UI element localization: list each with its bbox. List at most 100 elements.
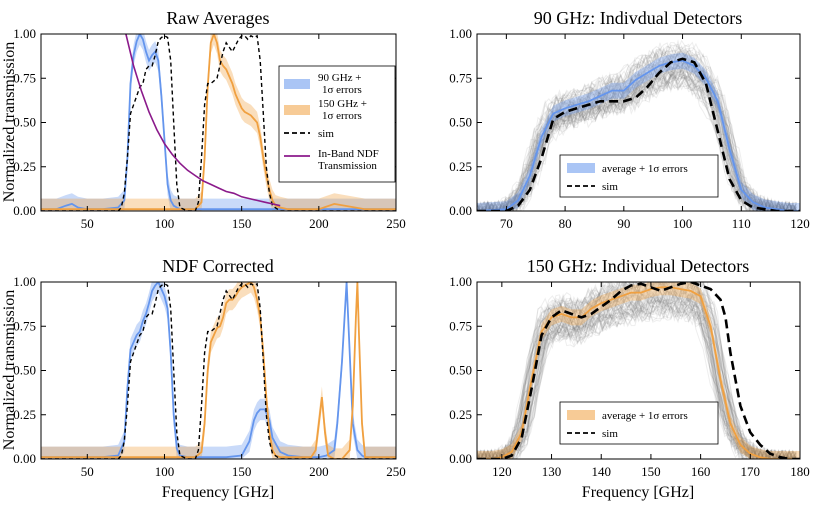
detector-trace xyxy=(477,75,797,211)
error-band xyxy=(477,52,800,211)
legend-label-90-line2: 1σ errors xyxy=(322,84,362,96)
y-axis-label: Normalized transmission xyxy=(1,42,18,202)
detector-trace xyxy=(477,47,797,211)
axis-ticks: 120 130 140 150 160 170 180 0.00 0.25 0.50 0.75 1.0… xyxy=(449,274,810,479)
detector-trace xyxy=(477,42,797,211)
detector-trace xyxy=(477,61,797,211)
legend: average + 1σ errors sim xyxy=(559,401,719,445)
detector-trace xyxy=(477,62,797,211)
detector-trace xyxy=(477,52,797,211)
detector-trace xyxy=(477,300,797,459)
detector-trace xyxy=(477,287,797,459)
axis-ticks: 50 100 150 200 250 0.00 0.25 0.50 0.75 1.00 xyxy=(13,274,406,479)
detector-trace xyxy=(477,284,797,459)
detector-trace xyxy=(477,282,797,459)
series-line xyxy=(477,59,800,211)
detector-trace xyxy=(477,75,797,211)
legend-frame xyxy=(559,154,719,198)
x-tick-label: 150 xyxy=(232,464,252,479)
detector-trace xyxy=(477,48,797,211)
detector-trace xyxy=(477,62,797,211)
y-tick-label: 0.75 xyxy=(13,318,36,333)
error-bands xyxy=(477,52,800,211)
detector-trace xyxy=(477,70,797,211)
error-band xyxy=(41,282,396,459)
detector-trace xyxy=(477,55,797,211)
y-tick-label: 0.00 xyxy=(13,203,36,218)
chart-title: 150 GHz: Individual Detectors xyxy=(527,256,749,276)
detector-trace xyxy=(477,46,797,211)
plot-frame xyxy=(40,281,397,460)
y-tick-label: 0.25 xyxy=(13,407,36,422)
detector-trace xyxy=(477,49,797,211)
detector-trace xyxy=(477,63,797,211)
series-lines xyxy=(477,57,800,211)
x-tick-label: 90 xyxy=(617,216,630,231)
legend-label-ndf-line1: In-Band NDF xyxy=(318,148,379,160)
x-tick-label: 120 xyxy=(790,216,810,231)
detector-trace xyxy=(477,292,797,459)
detector-trace xyxy=(477,282,797,459)
detector-trace xyxy=(477,39,797,211)
detector-trace xyxy=(477,294,797,459)
detector-trace xyxy=(477,53,797,211)
x-tick-label: 200 xyxy=(309,216,329,231)
series-lines xyxy=(41,34,396,211)
detector-trace xyxy=(477,67,797,211)
detector-trace xyxy=(477,289,797,459)
detector-trace xyxy=(477,70,797,211)
detector-trace xyxy=(477,74,797,211)
legend-frame xyxy=(559,401,719,445)
legend-label-avg: average + 1σ errors xyxy=(602,163,688,175)
detector-trace xyxy=(477,60,797,211)
detector-trace xyxy=(477,72,797,211)
detector-trace xyxy=(477,71,797,211)
detector-trace xyxy=(477,295,797,459)
y-tick-label: 1.00 xyxy=(449,26,472,41)
detector-trace xyxy=(477,53,797,211)
detector-trace xyxy=(477,300,797,459)
x-tick-label: 100 xyxy=(155,464,175,479)
y-tick-label: 1.00 xyxy=(13,274,36,289)
detector-trace xyxy=(477,282,797,459)
detector-trace xyxy=(477,299,797,459)
series-line xyxy=(477,57,800,211)
detector-trace xyxy=(477,282,797,459)
legend-label-sim: sim xyxy=(602,181,618,193)
detector-trace xyxy=(477,297,797,459)
detector-trace xyxy=(477,41,797,211)
detector-trace xyxy=(477,282,797,459)
detector-trace xyxy=(477,60,797,211)
x-tick-label: 70 xyxy=(500,216,513,231)
detector-trace xyxy=(477,76,797,211)
legend-label-150-line1: 150 GHz + xyxy=(318,98,367,110)
x-axis-label: Frequency [GHz] xyxy=(162,484,274,501)
detector-trace xyxy=(477,301,797,459)
x-tick-label: 80 xyxy=(559,216,572,231)
series-line xyxy=(125,34,281,207)
detector-trace xyxy=(477,292,797,459)
detector-trace xyxy=(477,54,797,211)
y-tick-label: 0.00 xyxy=(449,451,472,466)
y-tick-label: 0.75 xyxy=(449,318,472,333)
detector-trace xyxy=(477,74,797,211)
detector-trace xyxy=(477,296,797,459)
legend: 90 GHz + 1σ errors 150 GHz + 1σ errors s… xyxy=(278,65,396,183)
detector-trace xyxy=(477,290,797,459)
detector-trace xyxy=(477,282,797,459)
y-tick-label: 1.00 xyxy=(13,26,36,41)
axis-ticks: 70 80 90 100 110 120 0.00 0.25 0.50 0.75 1.00 xyxy=(449,26,810,231)
panel-raw-averages: Raw Averages 50 100 150 200 250 0.00 0.25 0.50 0… xyxy=(1,8,406,231)
detector-trace xyxy=(477,54,797,211)
panel-150ghz-detectors: 150 GHz: Individual Detectors 120 130 140 1… xyxy=(449,256,810,501)
x-tick-label: 120 xyxy=(492,464,512,479)
chart-title: Raw Averages xyxy=(166,8,269,28)
detector-trace xyxy=(477,44,797,211)
x-tick-label: 160 xyxy=(691,464,711,479)
detector-trace xyxy=(477,296,797,459)
detector-trace xyxy=(477,287,797,459)
x-tick-label: 170 xyxy=(741,464,761,479)
detector-trace xyxy=(477,62,797,211)
error-bands xyxy=(41,282,396,459)
panel-ndf-corrected: NDF Corrected 50 100 150 200 250 0.00 0.25 0.50… xyxy=(1,256,406,501)
